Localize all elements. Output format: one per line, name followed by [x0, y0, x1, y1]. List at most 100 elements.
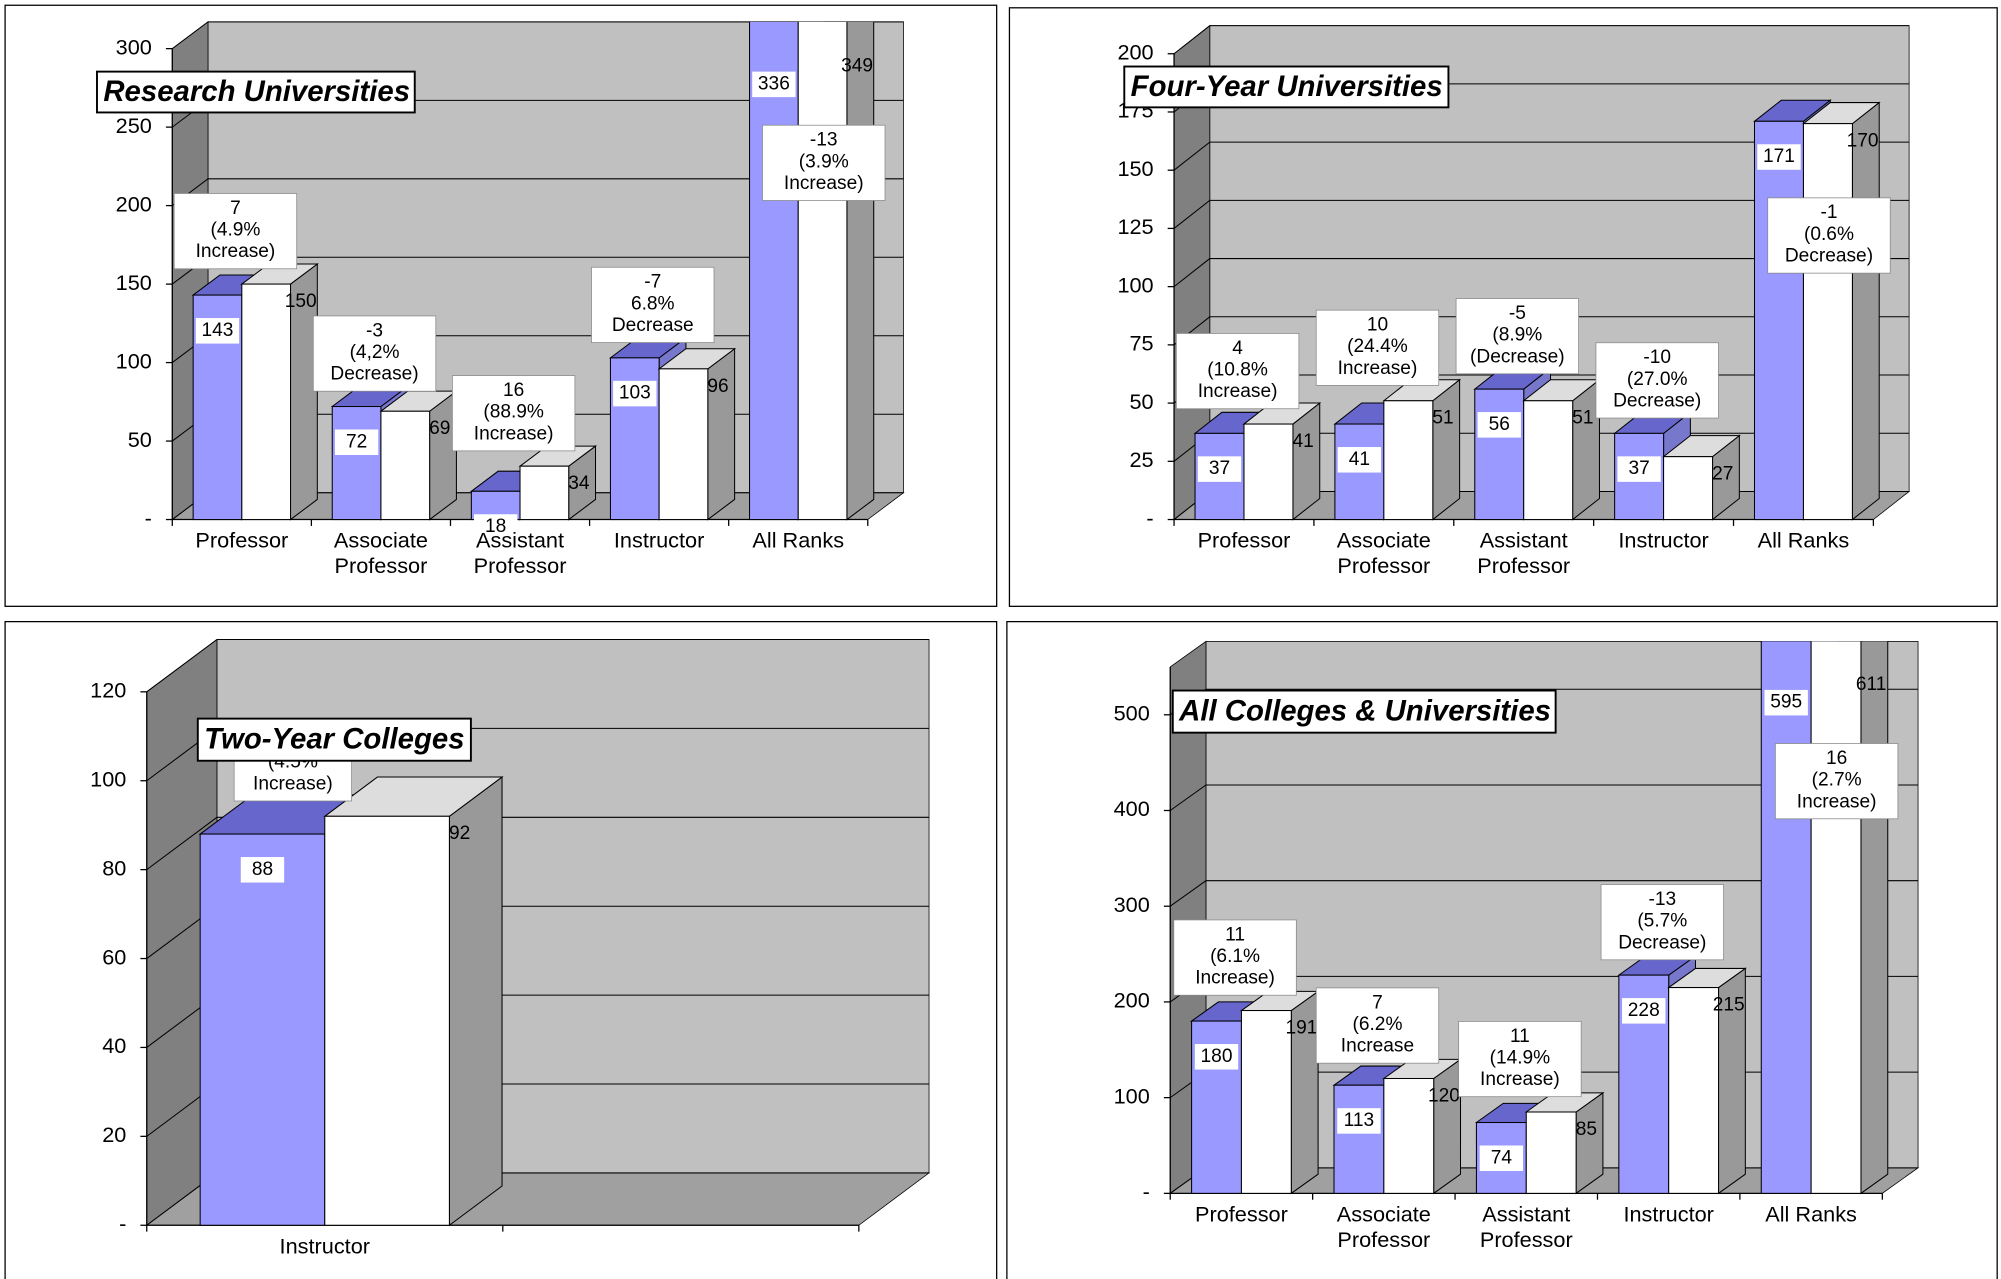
- annotation: 10: [1367, 315, 1388, 336]
- annotation: Increase): [196, 241, 276, 262]
- bar: [1662, 434, 1741, 521]
- bar: [1801, 101, 1881, 521]
- y-tick-label: 75: [1130, 331, 1154, 356]
- y-tick-label: 25: [1130, 447, 1154, 472]
- value-label-box: [613, 380, 657, 407]
- labels: 143 150 72 69 18 34 103 96 336 349: [195, 56, 873, 540]
- value-label: 37: [1628, 458, 1649, 479]
- annotation-box: [1595, 342, 1719, 419]
- y-tick-label: 200: [116, 191, 152, 216]
- value-label: 595: [1770, 692, 1802, 713]
- x-tick-label: Assistant Professor: [473, 528, 567, 579]
- value-label: 191: [1286, 1017, 1318, 1038]
- bar-front: [1243, 423, 1294, 521]
- bar-front: [241, 283, 292, 521]
- bar-front: [324, 815, 450, 1226]
- bar-side: [1432, 378, 1461, 521]
- value-label: 215: [1713, 994, 1745, 1015]
- bar-front: [1663, 456, 1714, 521]
- value-label: 336: [758, 73, 790, 94]
- bar-front: [1802, 123, 1853, 521]
- y-tick-label: 300: [116, 34, 152, 59]
- y-tick-label: 50: [1130, 389, 1154, 414]
- y-tick-label: 400: [1114, 796, 1150, 821]
- annotation: (88.9%: [483, 402, 544, 423]
- annotation: (0.6%: [1804, 224, 1854, 245]
- bar: [1242, 401, 1322, 521]
- value-label-box: [1194, 1044, 1239, 1070]
- value-label: 96: [707, 376, 728, 397]
- annotation: Increase): [1195, 968, 1275, 989]
- bar: [1239, 990, 1320, 1195]
- value-label: 228: [1628, 1000, 1660, 1021]
- bar-side: [707, 347, 736, 521]
- y-tick-label: 100: [1114, 1083, 1150, 1108]
- value-label: 180: [1201, 1046, 1233, 1067]
- bar-side: [1572, 378, 1600, 521]
- y-tick-label: -: [119, 1211, 126, 1236]
- grid-line: [146, 816, 930, 871]
- annotation: Decrease): [1613, 391, 1701, 412]
- y-tick-label: 250: [116, 113, 152, 138]
- value-label-box: [1337, 447, 1382, 473]
- bar-front: [519, 465, 570, 521]
- value-label: 37: [1209, 458, 1230, 479]
- annotation: (4,2%: [350, 342, 400, 363]
- annotation: 6.8%: [631, 293, 675, 314]
- annotation-box: [452, 375, 576, 452]
- value-label: 51: [1432, 408, 1453, 429]
- value-label-box: [1337, 1108, 1381, 1134]
- annotation-box: [1175, 333, 1300, 410]
- value-label: 349: [841, 56, 873, 77]
- value-label: 56: [1489, 414, 1510, 435]
- bar-side: [1433, 1058, 1462, 1195]
- y-tick-label: -: [1146, 505, 1153, 530]
- grid-line: [171, 21, 904, 50]
- labels: 88 92: [240, 823, 470, 883]
- bar: [1382, 1058, 1463, 1195]
- value-label-box: [1477, 412, 1521, 438]
- bar-front: [1810, 641, 1862, 1194]
- title-box: [1171, 689, 1557, 734]
- annotation-box: [1315, 309, 1440, 386]
- x-tick-label-box: Professor: [1198, 528, 1291, 552]
- y-tick-label: 500: [1114, 701, 1150, 726]
- y-tick-label: 20: [102, 1122, 126, 1147]
- annotation: Increase): [253, 773, 333, 794]
- x-tick-label: Instructor: [1623, 1202, 1714, 1227]
- value-label: 41: [1349, 449, 1370, 470]
- annotation: Decrease): [1618, 932, 1706, 953]
- annotation: 7: [1372, 992, 1383, 1013]
- bar-front: [1474, 388, 1525, 521]
- chart-title: All Colleges & Universities: [1178, 695, 1551, 728]
- value-label-box: [334, 429, 379, 456]
- x-tick-label: Associate Professor: [1336, 528, 1431, 579]
- bar-front: [1525, 1111, 1577, 1194]
- bar-front: [331, 406, 382, 521]
- annotation: (5.7%: [1637, 911, 1687, 932]
- annotation: Increase): [1797, 791, 1877, 812]
- x-tick-label: Instructor: [613, 528, 705, 553]
- annotation: 11: [1225, 924, 1245, 945]
- grid-line: [1173, 199, 1910, 229]
- y-tick-label: 40: [102, 1033, 126, 1058]
- bar: [1667, 967, 1747, 1195]
- bar-front: [1760, 641, 1812, 1194]
- annotation-box: [1315, 987, 1440, 1064]
- bar-side: [448, 776, 503, 1227]
- annotation-box: [1600, 884, 1724, 961]
- y-tick-label: 120: [90, 678, 126, 703]
- annotation-box: [1767, 197, 1891, 274]
- x-tick-label: Assistant Professor: [1477, 528, 1571, 579]
- bar: [323, 776, 504, 1227]
- x-tick-label-box: Instructor: [280, 1234, 370, 1258]
- bar-front: [380, 410, 431, 521]
- y-tick-label: 200: [1114, 988, 1150, 1013]
- y-tick-label: -: [1143, 1179, 1150, 1204]
- value-label: 74: [1491, 1147, 1513, 1168]
- annotation: (Decrease): [1470, 346, 1565, 367]
- x-tick-label-box: All Ranks: [1765, 1202, 1857, 1226]
- y-tick-label: -: [145, 505, 152, 530]
- bar-side: [1851, 101, 1880, 521]
